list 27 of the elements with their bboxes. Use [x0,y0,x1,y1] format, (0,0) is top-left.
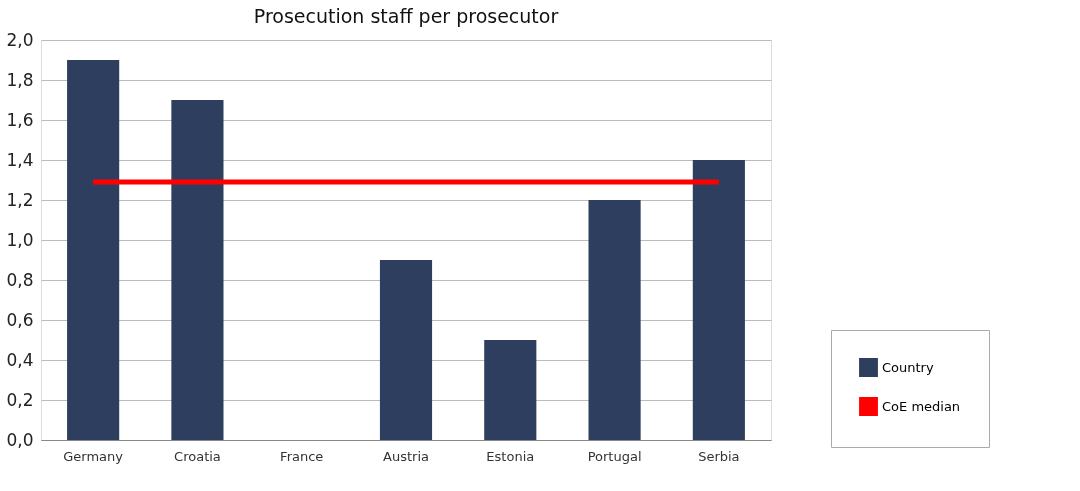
y-tick-label: 1,4 [6,149,34,170]
bar [692,160,745,440]
y-tick-label: 2,0 [6,29,34,50]
y-tick-label: 1,2 [6,189,34,210]
x-tick-label: Croatia [174,448,221,464]
y-tick-label: 0,0 [6,429,34,450]
bar [379,260,433,440]
y-tick-label: 1,6 [6,109,34,130]
bar [67,60,120,440]
x-tick-label: Germany [63,448,124,464]
y-tick-label: 0,8 [6,269,34,290]
y-tick-label: 0,4 [6,349,34,370]
x-tick-label: Portugal [587,448,642,464]
bar [588,200,641,440]
legend-label: CoE median [882,398,961,414]
y-tick-label: 0,6 [6,309,34,330]
x-tick-label: Estonia [486,448,535,464]
y-tick-label: 1,8 [6,69,34,90]
x-tick-label: Serbia [698,448,740,464]
x-tick-label: France [280,448,324,464]
y-tick-label: 0,2 [6,389,34,410]
bar [171,100,224,440]
chart-title: Prosecution staff per prosecutor [253,5,559,27]
y-tick-label: 1,0 [6,229,34,250]
x-tick-label: Austria [383,448,429,464]
bar [484,340,537,440]
legend-label: Country [882,359,934,375]
